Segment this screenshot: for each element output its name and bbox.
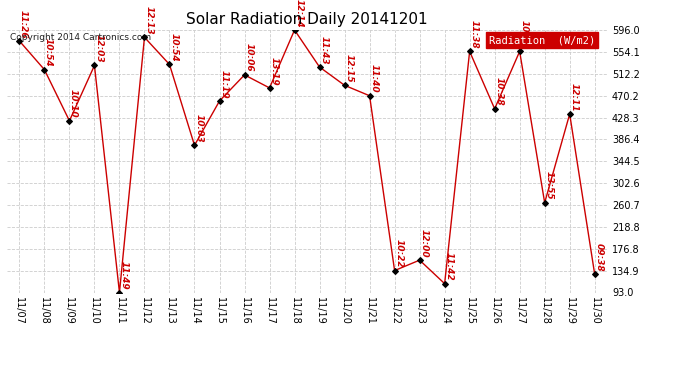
- Text: 11:38: 11:38: [469, 20, 478, 49]
- Text: 13:19: 13:19: [269, 57, 278, 85]
- Point: [539, 200, 550, 206]
- Point: [164, 62, 175, 68]
- Text: 11:42: 11:42: [444, 252, 453, 281]
- Point: [14, 38, 25, 44]
- Point: [339, 82, 350, 88]
- Text: 10:06: 10:06: [244, 44, 253, 72]
- Text: 11:40: 11:40: [369, 64, 378, 93]
- Point: [139, 34, 150, 40]
- Point: [564, 111, 575, 117]
- Point: [314, 64, 325, 70]
- Point: [389, 268, 400, 274]
- Point: [64, 118, 75, 124]
- Point: [264, 85, 275, 91]
- Text: 10:54: 10:54: [169, 33, 178, 62]
- Point: [289, 27, 300, 33]
- Point: [414, 257, 425, 263]
- Point: [239, 72, 250, 78]
- Text: 10:54: 10:54: [44, 38, 53, 67]
- Point: [514, 48, 525, 54]
- Point: [489, 106, 500, 112]
- Text: 12:15: 12:15: [344, 54, 353, 82]
- Text: 10:22: 10:22: [394, 239, 403, 268]
- Point: [189, 142, 200, 148]
- Point: [39, 67, 50, 73]
- Text: Copyright 2014 Cartronics.com: Copyright 2014 Cartronics.com: [10, 33, 151, 42]
- Text: 10:46: 10:46: [520, 20, 529, 49]
- Text: 12:03: 12:03: [94, 34, 103, 63]
- Text: 10:10: 10:10: [69, 89, 78, 118]
- Text: 10:03: 10:03: [194, 114, 203, 142]
- Text: 12:14: 12:14: [294, 0, 303, 27]
- Point: [89, 63, 100, 69]
- Point: [114, 290, 125, 296]
- Text: 10:38: 10:38: [494, 77, 503, 106]
- Point: [464, 48, 475, 54]
- Title: Solar Radiation Daily 20141201: Solar Radiation Daily 20141201: [186, 12, 428, 27]
- Text: 12:11: 12:11: [569, 82, 578, 111]
- Point: [214, 98, 225, 104]
- Text: 11:43: 11:43: [319, 36, 328, 64]
- Point: [589, 271, 600, 277]
- Text: 12:13: 12:13: [144, 6, 153, 34]
- Text: Radiation  (W/m2): Radiation (W/m2): [489, 35, 595, 45]
- Text: 11:26: 11:26: [19, 9, 28, 38]
- Text: 11:19: 11:19: [219, 70, 228, 98]
- Point: [364, 93, 375, 99]
- Text: 12:00: 12:00: [420, 229, 428, 257]
- Text: 13:55: 13:55: [544, 171, 553, 200]
- Text: 09:38: 09:38: [594, 243, 603, 272]
- Text: 11:49: 11:49: [119, 261, 128, 290]
- Point: [439, 280, 450, 286]
